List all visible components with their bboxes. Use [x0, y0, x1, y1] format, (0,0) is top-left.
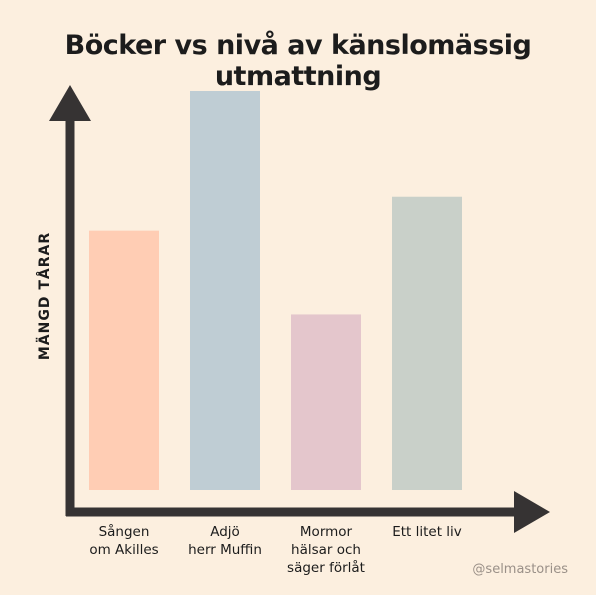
- x-tick-label-3: Mormor hälsar och säger förlåt: [287, 524, 365, 576]
- credit-handle: @selmastories: [472, 562, 568, 577]
- y-axis-label: MÄNGD TÅRAR: [37, 231, 53, 361]
- bar-4: [392, 196, 462, 491]
- chart-title: Böcker vs nivå av känslomässig utmattnin…: [64, 30, 532, 92]
- bar-2: [190, 91, 260, 490]
- x-tick-label-1: Sången om Akilles: [89, 524, 159, 558]
- bar-3: [291, 314, 361, 490]
- y-axis-arrowhead: [49, 85, 91, 121]
- x-tick-label-4: Ett litet liv: [392, 524, 462, 540]
- bar-1: [89, 230, 159, 490]
- x-axis-arrowhead: [514, 491, 550, 533]
- x-tick-label-2: Adjö herr Muffin: [188, 524, 262, 558]
